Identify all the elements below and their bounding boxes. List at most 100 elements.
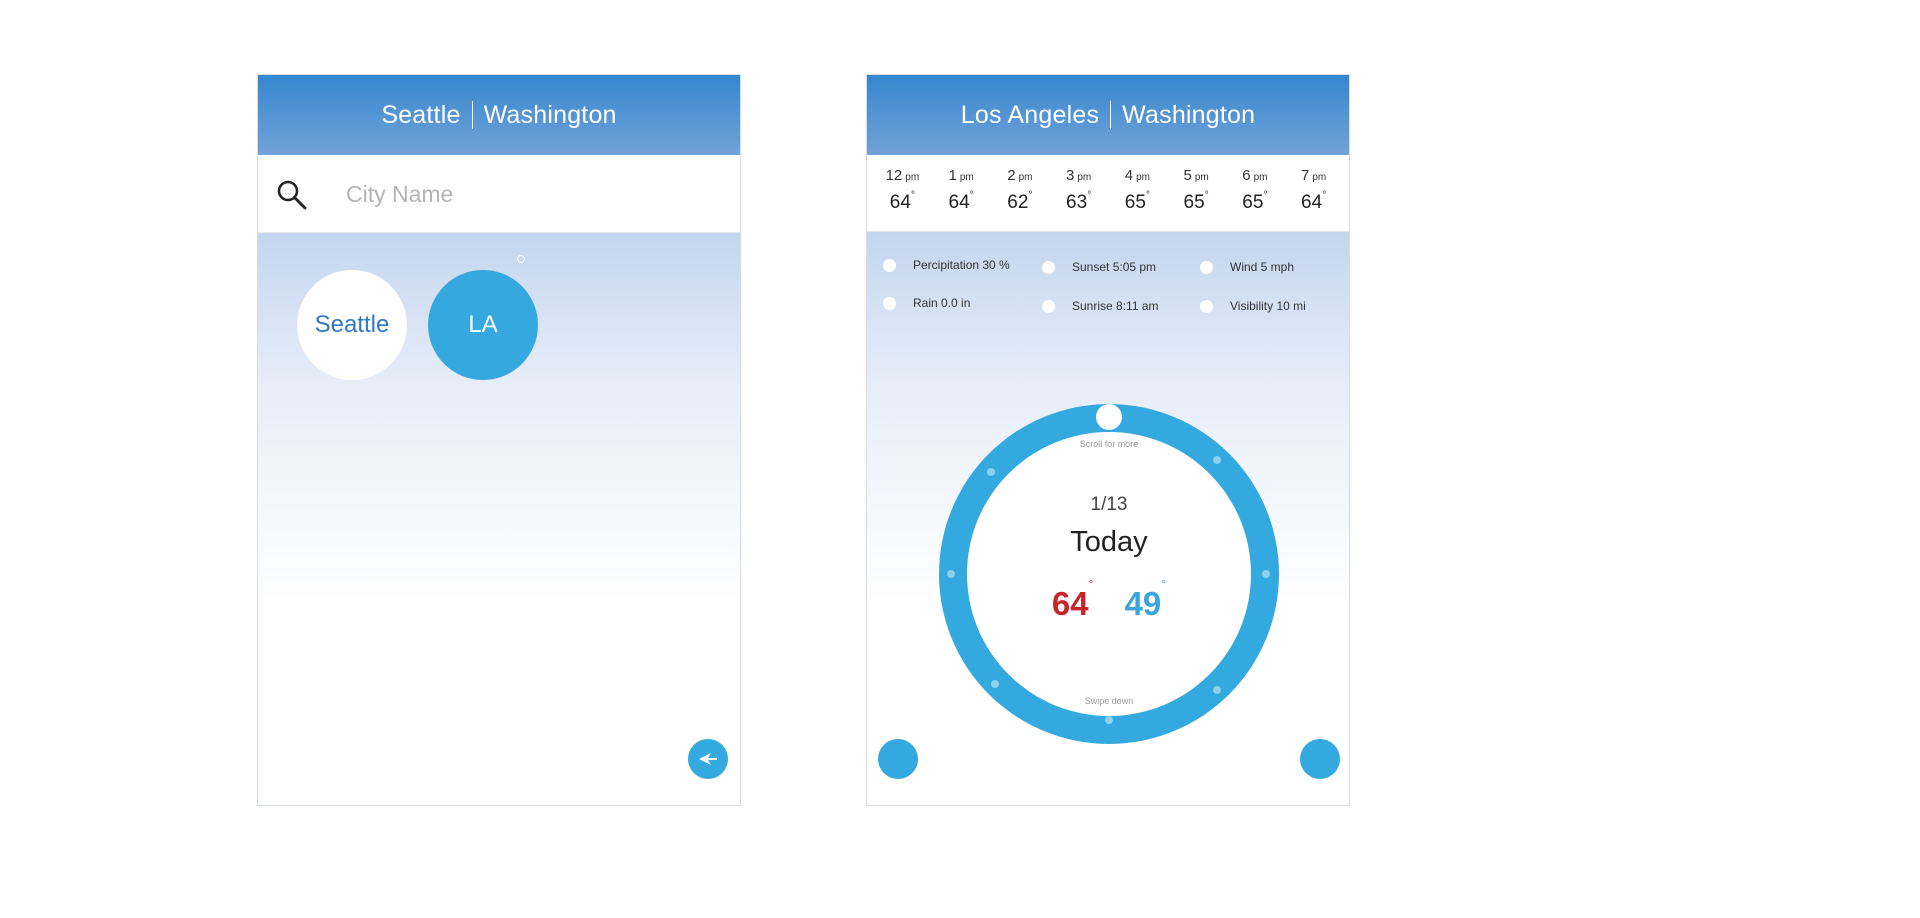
hour-label: 2 — [1007, 167, 1016, 184]
detail-label: Percipitation 30 % — [913, 258, 1010, 272]
left-action-button[interactable] — [878, 739, 918, 779]
current-location-button[interactable] — [688, 739, 728, 779]
hour-temp: 65 — [1124, 192, 1146, 213]
high-low-temps: 64° 49° — [967, 577, 1251, 623]
right-action-button[interactable] — [1300, 739, 1340, 779]
ampm-label: pm — [1312, 172, 1327, 183]
hour-temp: 65 — [1183, 192, 1205, 213]
dial-day-marker[interactable] — [947, 570, 955, 578]
scroll-hint: Scroll for more — [1079, 439, 1139, 449]
degree-symbol: ° — [969, 190, 974, 201]
detail-label: Sunrise 8:11 am — [1072, 299, 1159, 313]
detail-wind: Wind 5 mph — [1200, 260, 1294, 274]
saved-city-seattle[interactable]: Seattle — [297, 270, 407, 380]
dial-day-marker[interactable] — [987, 468, 995, 476]
dial-day-marker[interactable] — [1105, 716, 1113, 724]
ampm-label: pm — [1253, 172, 1268, 183]
location-arrow-icon — [699, 753, 717, 765]
detail-precipitation: Percipitation 30 % — [883, 258, 1010, 272]
degree-symbol: ° — [1161, 577, 1167, 591]
hour-label: 7 — [1301, 167, 1310, 184]
low-temp: 49° — [1124, 577, 1167, 622]
degree-symbol: ° — [1204, 190, 1209, 201]
detail-sunset: Sunset 5:05 pm — [1042, 260, 1156, 274]
hour-column: 1 pm 64° — [936, 155, 986, 231]
degree-symbol: ° — [1322, 190, 1327, 201]
detail-rain: Rain 0.0 in — [883, 296, 970, 310]
hour-temp: 65 — [1242, 192, 1264, 213]
saved-city-label: LA — [468, 311, 498, 338]
dial-knob[interactable] — [1096, 404, 1122, 430]
degree-symbol: ° — [1087, 190, 1092, 201]
dial-day-marker[interactable] — [1262, 570, 1270, 578]
high-temp-value: 64 — [1051, 585, 1089, 622]
hour-column: 6 pm 65° — [1230, 155, 1280, 231]
ampm-label: pm — [1194, 172, 1209, 183]
hour-column: 2 pm 62° — [995, 155, 1045, 231]
dial-day-marker[interactable] — [991, 680, 999, 688]
city-search-screen: Seattle Washington Seattle LA — [257, 74, 741, 806]
day-selector-dial[interactable]: Scroll for more 1/13 Today 64° 49° Swipe… — [939, 404, 1279, 744]
low-temp-value: 49 — [1124, 585, 1162, 622]
page-indicator — [517, 255, 525, 263]
hour-temp: 62 — [1007, 192, 1029, 213]
dial-center: Scroll for more 1/13 Today 64° 49° Swipe… — [967, 432, 1251, 716]
ampm-label: pm — [1077, 172, 1092, 183]
bullet-icon — [1042, 260, 1055, 274]
saved-city-label: Seattle — [314, 311, 390, 338]
hourly-forecast[interactable]: 12 pm 64° 1 pm 64° 2 pm 62° 3 pm 63° 4 pm 65°… — [867, 155, 1349, 232]
ampm-label: pm — [905, 172, 920, 183]
header-divider — [471, 101, 473, 129]
bullet-icon — [1200, 260, 1213, 274]
hour-label: 5 — [1183, 167, 1192, 184]
detail-label: Wind 5 mph — [1230, 260, 1295, 274]
saved-city-la[interactable]: LA — [428, 270, 538, 380]
detail-label: Rain 0.0 in — [913, 296, 971, 310]
bullet-icon — [883, 296, 896, 310]
hour-column: 7 pm 64° — [1289, 155, 1339, 231]
bullet-icon — [1200, 299, 1213, 313]
ampm-label: pm — [1018, 172, 1033, 183]
city-search-input[interactable] — [344, 175, 708, 213]
forecast-day: Today — [1070, 526, 1148, 558]
hour-temp: 64 — [948, 192, 970, 213]
ampm-label: pm — [959, 172, 974, 183]
degree-symbol: ° — [1145, 190, 1150, 201]
ampm-label: pm — [1136, 172, 1150, 183]
hour-column: 5 pm 65° — [1171, 155, 1221, 231]
detail-label: Sunset 5:05 pm — [1072, 260, 1157, 274]
forecast-screen: Los Angeles Washington 12 pm 64° 1 pm 64° … — [866, 74, 1350, 806]
hour-label: 3 — [1066, 167, 1075, 184]
hour-label: 1 — [948, 167, 957, 184]
detail-sunrise: Sunrise 8:11 am — [1042, 299, 1159, 313]
search-icon[interactable] — [276, 179, 308, 211]
hour-column: 3 pm 63° — [1054, 155, 1104, 231]
degree-symbol: ° — [1088, 577, 1094, 591]
search-bar — [258, 155, 740, 233]
header: Seattle Washington — [258, 75, 740, 155]
degree-symbol: ° — [910, 190, 915, 201]
header: Los Angeles Washington — [867, 75, 1349, 155]
hour-temp: 64 — [889, 192, 911, 213]
hour-label: 12 — [885, 167, 903, 184]
hour-label: 6 — [1242, 167, 1251, 184]
hour-label: 4 — [1124, 167, 1134, 184]
header-divider — [1110, 101, 1112, 129]
dial-day-marker[interactable] — [1213, 686, 1221, 694]
forecast-date: 1/13 — [1090, 494, 1128, 515]
header-state: Washington — [1122, 100, 1256, 129]
hour-temp: 63 — [1066, 192, 1088, 213]
bullet-icon — [883, 258, 896, 272]
high-temp: 64° — [1051, 577, 1094, 622]
bullet-icon — [1042, 299, 1055, 313]
swipe-hint: Swipe down — [1084, 696, 1134, 706]
hour-column: 12 pm 64° — [877, 155, 927, 231]
detail-visibility: Visibility 10 mi — [1200, 299, 1306, 313]
header-city: Seattle — [381, 100, 461, 129]
dial-day-marker[interactable] — [1213, 456, 1221, 464]
header-city: Los Angeles — [960, 100, 1100, 129]
hour-temp: 64 — [1301, 192, 1323, 213]
hour-column: 4 pm 65° — [1112, 155, 1162, 231]
degree-symbol: ° — [1263, 190, 1268, 201]
detail-label: Visibility 10 mi — [1230, 299, 1306, 313]
